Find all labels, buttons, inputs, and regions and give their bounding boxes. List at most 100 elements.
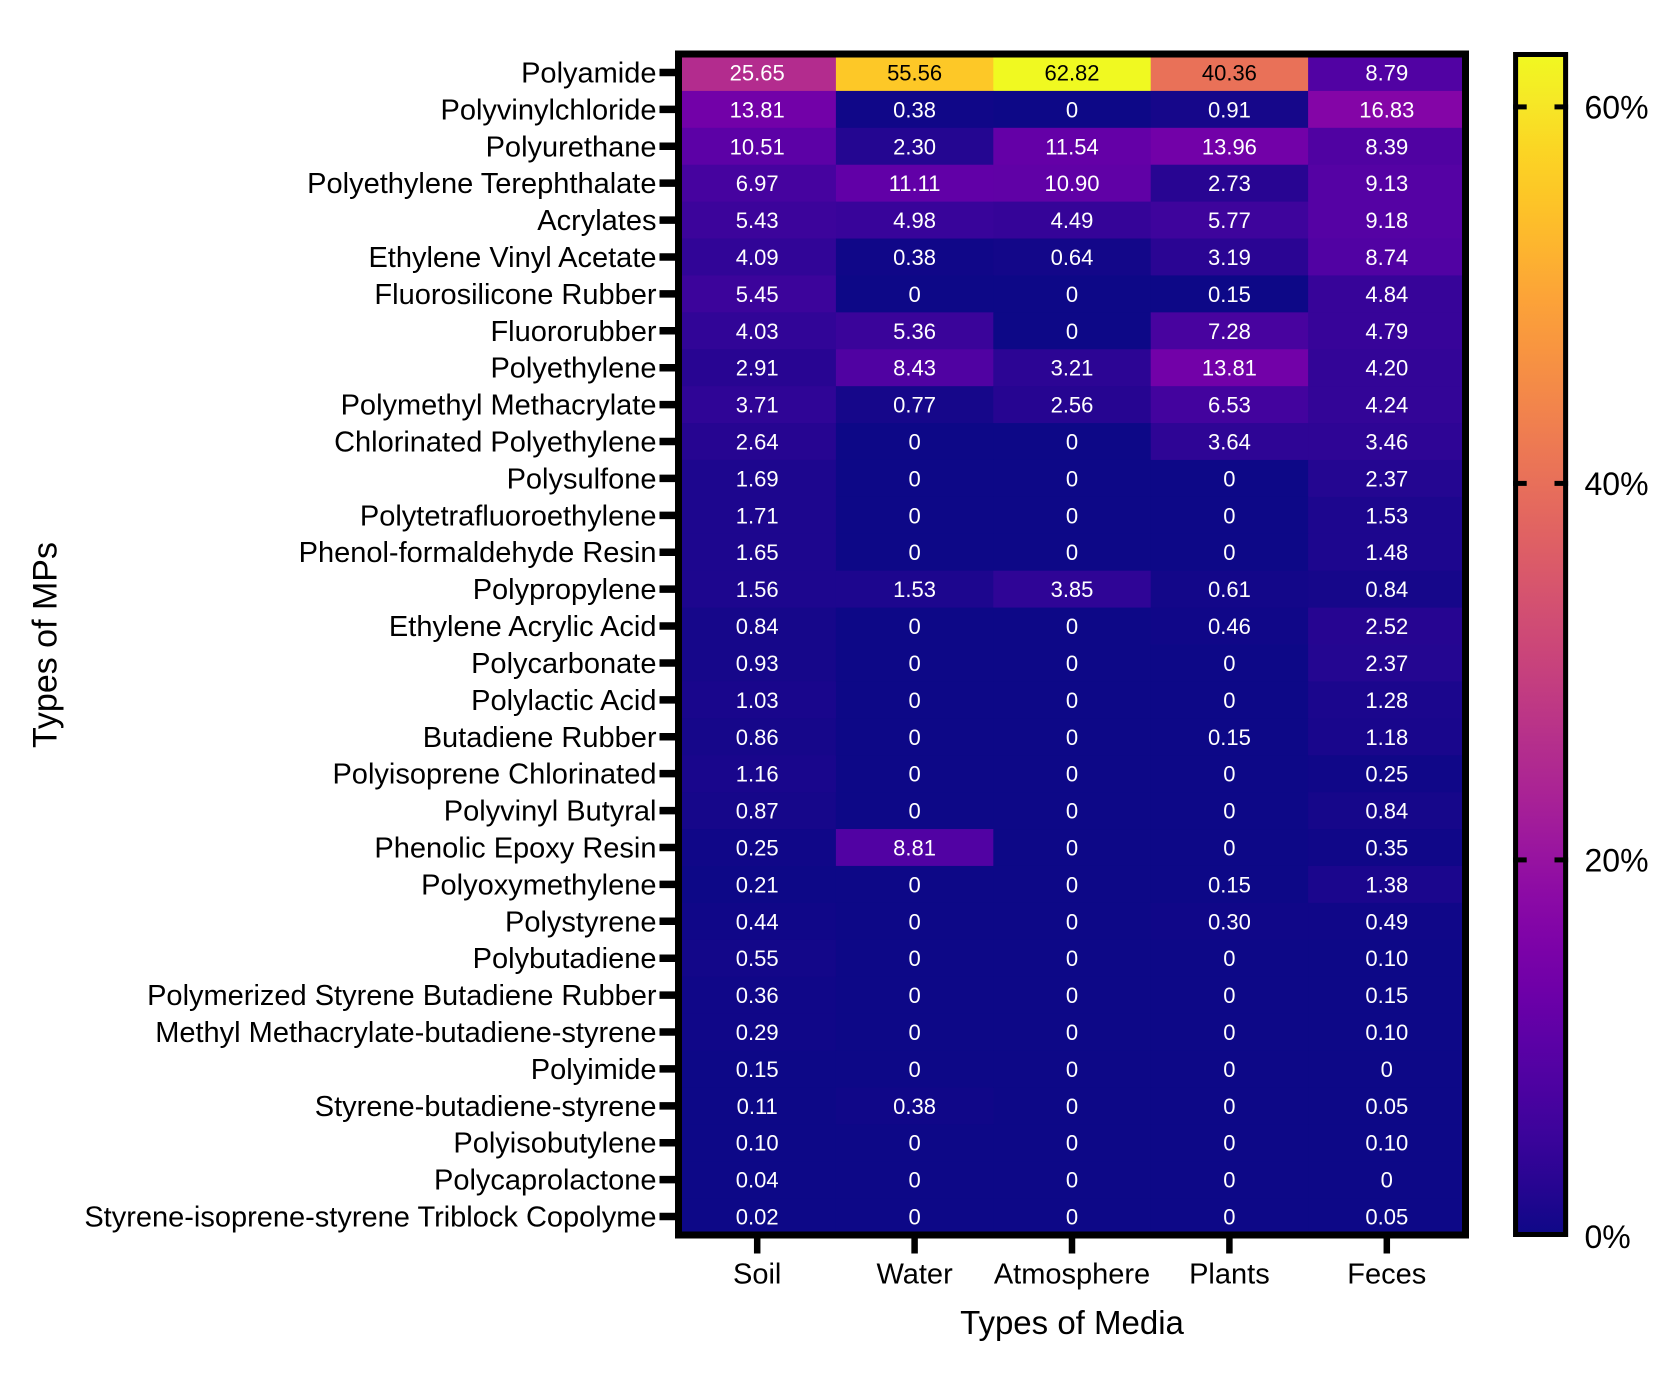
svg-text:0: 0: [1223, 836, 1235, 861]
svg-text:0.05: 0.05: [1365, 1205, 1408, 1230]
svg-text:0: 0: [1066, 688, 1078, 713]
svg-text:0: 0: [908, 799, 920, 824]
svg-text:0.46: 0.46: [1208, 614, 1251, 639]
svg-text:0.25: 0.25: [736, 836, 779, 861]
svg-text:Polytetrafluoroethylene: Polytetrafluoroethylene: [360, 500, 657, 532]
svg-text:0: 0: [1066, 466, 1078, 491]
svg-text:2.52: 2.52: [1365, 614, 1408, 639]
svg-text:0.15: 0.15: [1208, 282, 1251, 307]
svg-text:0: 0: [908, 651, 920, 676]
svg-text:0: 0: [908, 872, 920, 897]
svg-text:0: 0: [1223, 1020, 1235, 1045]
svg-text:Polycarbonate: Polycarbonate: [471, 648, 656, 680]
svg-text:3.19: 3.19: [1208, 245, 1251, 270]
svg-text:0: 0: [908, 762, 920, 787]
svg-text:11.11: 11.11: [889, 171, 941, 196]
svg-text:Types of MPs: Types of MPs: [27, 542, 65, 748]
svg-text:0: 0: [908, 688, 920, 713]
svg-text:0: 0: [908, 430, 920, 455]
svg-text:Methyl Methacrylate-butadiene-: Methyl Methacrylate-butadiene-styrene: [155, 1017, 656, 1049]
svg-text:0.11: 0.11: [737, 1094, 778, 1119]
svg-text:0: 0: [1066, 1094, 1078, 1119]
svg-text:0: 0: [908, 909, 920, 934]
svg-text:4.03: 4.03: [736, 319, 779, 344]
svg-text:0: 0: [1066, 97, 1078, 122]
svg-text:0: 0: [908, 466, 920, 491]
svg-text:Phenol-formaldehyde Resin: Phenol-formaldehyde Resin: [299, 537, 657, 569]
svg-text:0.15: 0.15: [1365, 983, 1408, 1008]
svg-text:0%: 0%: [1585, 1219, 1631, 1255]
svg-text:Acrylates: Acrylates: [537, 205, 656, 237]
svg-text:0: 0: [1223, 651, 1235, 676]
svg-text:Polyamide: Polyamide: [521, 58, 656, 90]
svg-text:Polystyrene: Polystyrene: [505, 906, 657, 938]
svg-text:1.69: 1.69: [736, 466, 779, 491]
svg-text:Fluorosilicone Rubber: Fluorosilicone Rubber: [374, 279, 656, 311]
svg-text:1.53: 1.53: [1365, 503, 1408, 528]
svg-text:0: 0: [1066, 872, 1078, 897]
svg-text:8.74: 8.74: [1365, 245, 1408, 270]
svg-text:Water: Water: [876, 1259, 953, 1291]
svg-text:4.09: 4.09: [736, 245, 779, 270]
svg-text:0.55: 0.55: [736, 946, 779, 971]
svg-text:Ethylene Vinyl Acetate: Ethylene Vinyl Acetate: [368, 242, 656, 274]
svg-text:4.20: 4.20: [1365, 356, 1408, 381]
svg-text:0: 0: [908, 614, 920, 639]
svg-text:1.71: 1.71: [736, 503, 779, 528]
svg-text:Ethylene Acrylic Acid: Ethylene Acrylic Acid: [389, 611, 657, 643]
svg-text:Polyoxymethylene: Polyoxymethylene: [421, 869, 656, 901]
svg-text:Polyisoprene Chlorinated: Polyisoprene Chlorinated: [332, 759, 656, 791]
svg-text:5.77: 5.77: [1208, 208, 1251, 233]
svg-text:10.51: 10.51: [730, 134, 785, 159]
svg-text:Chlorinated Polyethylene: Chlorinated Polyethylene: [334, 427, 656, 459]
svg-text:4.98: 4.98: [893, 208, 936, 233]
svg-text:2.30: 2.30: [893, 134, 936, 159]
svg-text:0.10: 0.10: [736, 1131, 779, 1156]
svg-text:0: 0: [908, 540, 920, 565]
svg-text:0.25: 0.25: [1365, 762, 1408, 787]
svg-text:0.38: 0.38: [893, 97, 936, 122]
svg-text:0.61: 0.61: [1208, 577, 1251, 602]
svg-text:Soil: Soil: [733, 1259, 781, 1291]
svg-text:1.16: 1.16: [736, 762, 779, 787]
svg-text:Types of Media: Types of Media: [960, 1304, 1184, 1341]
svg-text:Styrene-isoprene-styrene Tribl: Styrene-isoprene-styrene Triblock Copoly…: [84, 1202, 656, 1234]
svg-text:0: 0: [1223, 540, 1235, 565]
svg-text:0.05: 0.05: [1365, 1094, 1408, 1119]
svg-text:Fluororubber: Fluororubber: [490, 316, 656, 348]
svg-text:4.84: 4.84: [1365, 282, 1408, 307]
svg-text:0: 0: [1066, 1205, 1078, 1230]
svg-text:Polyethylene: Polyethylene: [490, 353, 656, 385]
svg-text:0: 0: [1066, 1020, 1078, 1045]
svg-text:5.43: 5.43: [736, 208, 779, 233]
svg-text:0.91: 0.91: [1208, 97, 1251, 122]
svg-text:6.97: 6.97: [736, 171, 779, 196]
svg-text:0: 0: [908, 1168, 920, 1193]
svg-text:0: 0: [1066, 430, 1078, 455]
svg-text:16.83: 16.83: [1359, 97, 1414, 122]
svg-text:0: 0: [908, 1205, 920, 1230]
svg-text:0: 0: [908, 946, 920, 971]
svg-text:1.38: 1.38: [1365, 872, 1408, 897]
svg-text:Polypropylene: Polypropylene: [473, 574, 657, 606]
svg-text:4.79: 4.79: [1365, 319, 1408, 344]
svg-text:1.03: 1.03: [736, 688, 779, 713]
svg-text:9.13: 9.13: [1365, 171, 1408, 196]
svg-text:0: 0: [908, 282, 920, 307]
svg-text:Polyurethane: Polyurethane: [486, 131, 657, 163]
svg-text:1.18: 1.18: [1365, 725, 1408, 750]
svg-text:4.49: 4.49: [1051, 208, 1094, 233]
svg-text:8.79: 8.79: [1365, 61, 1408, 86]
svg-text:8.43: 8.43: [893, 356, 936, 381]
svg-text:5.36: 5.36: [893, 319, 936, 344]
svg-text:0: 0: [1223, 799, 1235, 824]
svg-text:0: 0: [1066, 282, 1078, 307]
svg-text:1.56: 1.56: [736, 577, 779, 602]
svg-text:0: 0: [908, 983, 920, 1008]
svg-text:0: 0: [1223, 1168, 1235, 1193]
svg-text:0: 0: [1066, 1057, 1078, 1082]
svg-text:Butadiene Rubber: Butadiene Rubber: [423, 722, 657, 754]
svg-text:Polylactic Acid: Polylactic Acid: [471, 685, 656, 717]
svg-text:0.86: 0.86: [736, 725, 779, 750]
svg-text:0: 0: [1223, 1131, 1235, 1156]
